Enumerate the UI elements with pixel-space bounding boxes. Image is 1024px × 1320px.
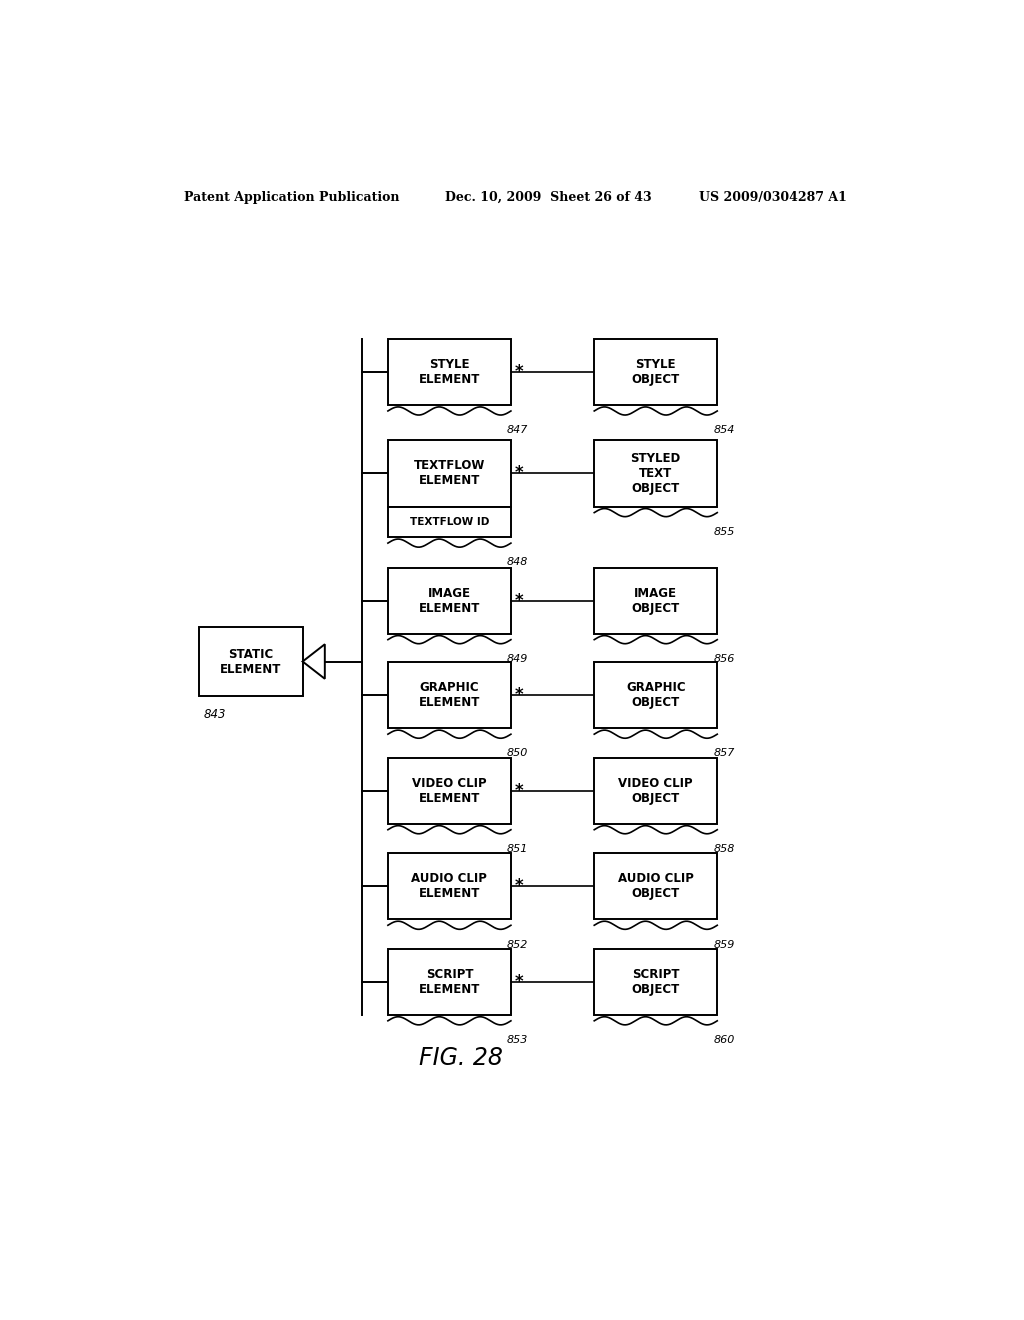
Text: SCRIPT
ELEMENT: SCRIPT ELEMENT	[419, 968, 480, 995]
Text: 854: 854	[714, 425, 734, 436]
Bar	[388, 507, 511, 537]
Text: IMAGE
ELEMENT: IMAGE ELEMENT	[419, 586, 480, 615]
Text: *: *	[515, 465, 523, 483]
Text: STYLE
OBJECT: STYLE OBJECT	[632, 358, 680, 385]
Text: 855: 855	[714, 527, 734, 537]
Text: GRAPHIC
OBJECT: GRAPHIC OBJECT	[626, 681, 685, 709]
Bar	[594, 568, 717, 634]
Text: 856: 856	[714, 653, 734, 664]
Bar	[594, 853, 717, 919]
Text: STATIC
ELEMENT: STATIC ELEMENT	[220, 648, 282, 676]
Bar	[594, 758, 717, 824]
Text: 843: 843	[204, 709, 226, 721]
Bar	[594, 949, 717, 1015]
Text: TEXTFLOW
ELEMENT: TEXTFLOW ELEMENT	[414, 459, 485, 487]
Bar	[594, 339, 717, 405]
Text: 853: 853	[507, 1035, 528, 1045]
Text: GRAPHIC
ELEMENT: GRAPHIC ELEMENT	[419, 681, 480, 709]
Polygon shape	[303, 644, 325, 678]
Text: AUDIO CLIP
ELEMENT: AUDIO CLIP ELEMENT	[412, 873, 487, 900]
Bar	[388, 339, 511, 405]
Text: VIDEO CLIP
OBJECT: VIDEO CLIP OBJECT	[618, 776, 693, 805]
Bar	[594, 663, 717, 729]
Text: AUDIO CLIP
OBJECT: AUDIO CLIP OBJECT	[617, 873, 693, 900]
Text: 851: 851	[507, 843, 528, 854]
Text: *: *	[515, 686, 523, 704]
Text: 857: 857	[714, 748, 734, 759]
Bar	[594, 441, 717, 507]
Text: *: *	[515, 781, 523, 800]
Bar	[200, 627, 303, 696]
Text: Dec. 10, 2009  Sheet 26 of 43: Dec. 10, 2009 Sheet 26 of 43	[445, 190, 652, 203]
Text: 849: 849	[507, 653, 528, 664]
Text: *: *	[515, 591, 523, 610]
Text: *: *	[515, 363, 523, 381]
Text: 858: 858	[714, 843, 734, 854]
Text: STYLED
TEXT
OBJECT: STYLED TEXT OBJECT	[631, 451, 681, 495]
Bar	[388, 663, 511, 729]
Text: *: *	[515, 878, 523, 895]
Text: STYLE
ELEMENT: STYLE ELEMENT	[419, 358, 480, 385]
Text: VIDEO CLIP
ELEMENT: VIDEO CLIP ELEMENT	[412, 776, 486, 805]
Text: US 2009/0304287 A1: US 2009/0304287 A1	[699, 190, 847, 203]
Text: Patent Application Publication: Patent Application Publication	[183, 190, 399, 203]
Text: TEXTFLOW ID: TEXTFLOW ID	[410, 516, 489, 527]
Text: FIG. 28: FIG. 28	[420, 1045, 503, 1071]
Text: IMAGE
OBJECT: IMAGE OBJECT	[632, 586, 680, 615]
Text: 859: 859	[714, 940, 734, 949]
Bar	[388, 568, 511, 634]
Text: 860: 860	[714, 1035, 734, 1045]
Text: 847: 847	[507, 425, 528, 436]
Bar	[388, 949, 511, 1015]
Text: 848: 848	[507, 557, 528, 568]
Bar	[388, 441, 511, 507]
Text: 850: 850	[507, 748, 528, 759]
Text: SCRIPT
OBJECT: SCRIPT OBJECT	[632, 968, 680, 995]
Bar	[388, 758, 511, 824]
Text: *: *	[515, 973, 523, 991]
Text: 852: 852	[507, 940, 528, 949]
Bar	[388, 853, 511, 919]
